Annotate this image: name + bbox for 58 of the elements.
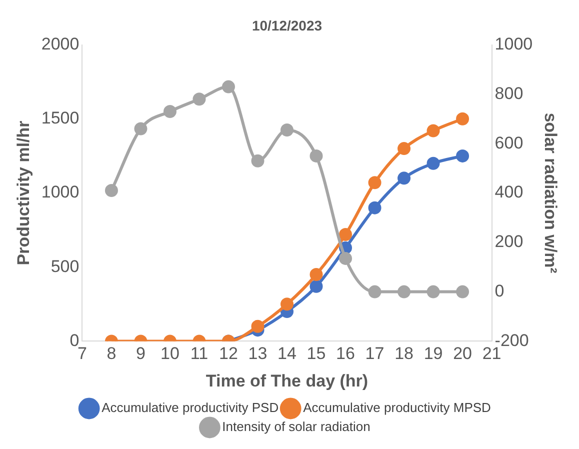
- point: [339, 228, 352, 241]
- x-tick-label: 11: [190, 344, 208, 364]
- point: [398, 142, 411, 156]
- x-tick-label: 16: [336, 344, 355, 364]
- point: [222, 80, 235, 94]
- y2-tick-label: 200: [494, 232, 524, 252]
- point: [368, 201, 382, 214]
- y2-tick-label: 1000: [494, 34, 533, 54]
- x-tick-label: 17: [365, 344, 384, 364]
- x-tick-label: 20: [453, 344, 472, 364]
- x-tick-label: 15: [306, 344, 326, 364]
- point: [280, 124, 294, 137]
- point: [456, 149, 470, 162]
- point: [310, 149, 323, 162]
- point: [368, 285, 382, 298]
- y2-tick-label: 400: [494, 182, 524, 202]
- x-tick-label: 13: [248, 344, 268, 364]
- point: [456, 112, 470, 126]
- y2-axis-title: solar radiation w/m²: [541, 112, 560, 274]
- x-tick-label: 18: [394, 344, 414, 364]
- y-axis-title: Productivity ml/hr: [14, 120, 33, 266]
- point: [456, 285, 470, 298]
- point: [134, 122, 148, 136]
- point: [398, 172, 411, 185]
- chart-title: 10/12/2023: [252, 17, 322, 34]
- y2-tick-label: 800: [494, 84, 524, 103]
- x-tick-label: 8: [106, 344, 116, 364]
- legend-label: Intensity of solar radiation: [222, 419, 370, 434]
- point: [280, 298, 294, 311]
- point: [310, 268, 323, 282]
- point: [398, 285, 411, 298]
- y2-tick-label: 0: [494, 281, 504, 300]
- point: [339, 252, 352, 265]
- point: [192, 92, 206, 106]
- x-tick-label: 14: [278, 344, 296, 364]
- point: [104, 184, 118, 198]
- x-tick-label: 10: [160, 344, 180, 364]
- point: [251, 320, 264, 333]
- point: [251, 154, 264, 168]
- legend-label: Accumulative productivity MPSD: [303, 400, 491, 416]
- point: [426, 156, 440, 170]
- x-tick-label: 12: [219, 344, 238, 364]
- x-tick-label: 19: [424, 344, 443, 364]
- point: [368, 176, 382, 190]
- point: [426, 285, 440, 298]
- x-axis-title: Time of The day (hr): [206, 371, 368, 390]
- point: [310, 280, 323, 293]
- y2-tick-label: 600: [494, 133, 524, 152]
- x-tick-label: 9: [136, 344, 146, 364]
- y-tick-label: 1000: [41, 182, 80, 202]
- y-tick-label: 1500: [41, 108, 80, 128]
- y-tick-label: 0: [70, 330, 80, 350]
- y-tick-label: 500: [50, 256, 80, 276]
- y-tick-label: 2000: [41, 34, 80, 54]
- point: [426, 124, 440, 138]
- point: [163, 104, 176, 118]
- legend-label: Accumulative productivity PSD: [102, 400, 279, 416]
- x-tick-label: 7: [77, 344, 87, 364]
